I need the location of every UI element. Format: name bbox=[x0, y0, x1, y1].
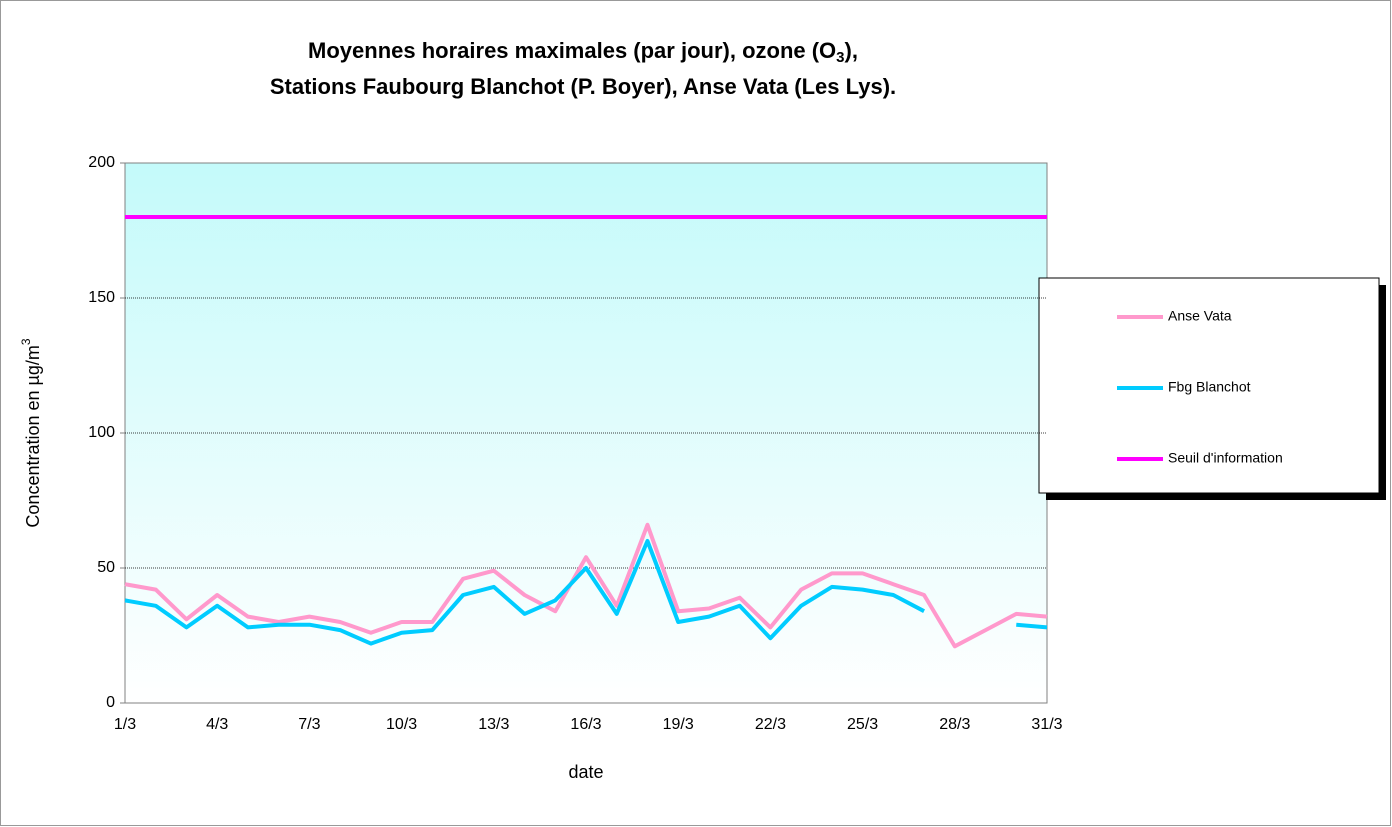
x-tick-label: 16/3 bbox=[570, 716, 601, 733]
x-tick-label: 31/3 bbox=[1031, 716, 1062, 733]
x-tick-label: 4/3 bbox=[206, 716, 228, 733]
title-line: Moyennes horaires maximales (par jour), … bbox=[308, 38, 836, 63]
x-tick-label: 22/3 bbox=[755, 716, 786, 733]
x-tick-label: 7/3 bbox=[298, 716, 320, 733]
y-tick-label: 150 bbox=[88, 289, 115, 306]
x-tick-label: 13/3 bbox=[478, 716, 509, 733]
x-tick-label: 1/3 bbox=[114, 716, 136, 733]
chart-title: Stations Faubourg Blanchot (P. Boyer), A… bbox=[270, 74, 896, 99]
y-axis-label-text: Concentration en µg/m bbox=[23, 345, 43, 527]
x-tick-label: 28/3 bbox=[939, 716, 970, 733]
y-tick-label: 50 bbox=[97, 559, 115, 576]
y-tick-label: 0 bbox=[106, 694, 115, 711]
title-line-end: ), bbox=[845, 38, 858, 63]
x-tick-label: 19/3 bbox=[663, 716, 694, 733]
x-tick-label: 10/3 bbox=[386, 716, 417, 733]
data-line bbox=[124, 522, 1048, 649]
legend-label: Anse Vata bbox=[1168, 308, 1232, 324]
legend-label: Seuil d'information bbox=[1168, 450, 1283, 466]
title-subscript: 3 bbox=[836, 49, 844, 66]
data-line bbox=[124, 539, 1048, 646]
y-axis-label-superscript: 3 bbox=[19, 338, 33, 345]
y-axis-label: Concentration en µg/m3 bbox=[19, 338, 43, 527]
y-tick-label: 100 bbox=[88, 424, 115, 441]
legend-label: Fbg Blanchot bbox=[1168, 379, 1251, 395]
y-tick-label: 200 bbox=[88, 154, 115, 171]
x-axis-label: date bbox=[568, 762, 603, 782]
x-tick-label: 25/3 bbox=[847, 716, 878, 733]
chart-title: Moyennes horaires maximales (par jour), … bbox=[308, 38, 858, 66]
legend bbox=[1038, 277, 1380, 494]
